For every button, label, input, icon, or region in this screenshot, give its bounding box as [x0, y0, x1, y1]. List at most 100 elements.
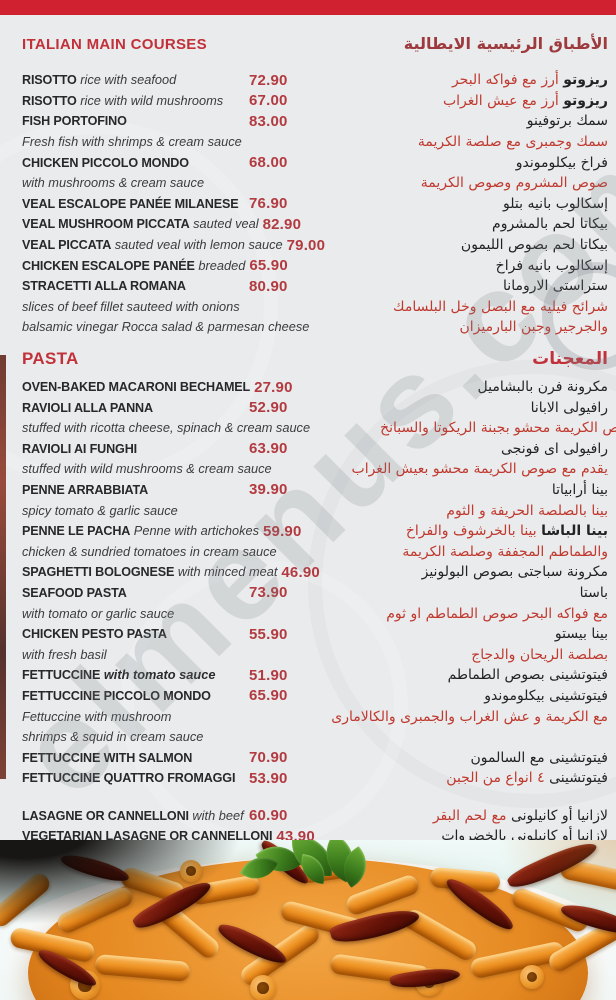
item-name: PENNE ARRABBIATA [22, 482, 149, 497]
item-arabic: والجرجير وجبن البارميزان [379, 319, 608, 335]
item-description: Fettuccine with mushroom [22, 708, 172, 724]
item-english: RISOTTO rice with seafood [22, 71, 249, 89]
item-arabic: يقدم مع صوص الكريمة محشو بعيش الغراب [342, 461, 608, 477]
item-arabic-name: فراخ بيكلوموندو [515, 154, 608, 171]
item-subtitle: with minced meat [174, 564, 278, 580]
item-arabic: فيتوتشينى بصوص الطماطم [315, 667, 608, 683]
item-english: VEGETARIAN LASAGNE OR CANNELLONI [22, 827, 276, 845]
item-arabic: شرائح فيليه مع البصل وخل البلسامك [315, 299, 608, 315]
item-arabic: مكرونة فرن بالبشاميل [320, 379, 608, 395]
item-arabic-red: سمك وجمبرى مع صلصة الكريمة [417, 134, 608, 151]
menu-desc-row: stuffed with wild mushrooms & cream sauc… [22, 459, 608, 480]
item-arabic-name: مكرونة فرن بالبشاميل [477, 379, 608, 396]
menu-desc-row: balsamic vinegar Rocca salad & parmesan … [22, 317, 608, 338]
menu-item-row: FISH PORTOFINO 83.00 سمك برتوفينو [22, 111, 608, 132]
penne-hole [257, 982, 269, 994]
menu-item-row: VEAL MUSHROOM PICCATA sauted veal 82.90 بي… [22, 214, 608, 235]
item-price: 65.90 [249, 687, 288, 705]
item-arabic-red: مع لحم البقر [432, 807, 507, 824]
item-name: PENNE LE PACHA [22, 524, 131, 539]
item-arabic: لازانيا أو كانيلونى مع لحم البقر [315, 808, 608, 824]
item-english: FETTUCCINE WITH SALMON [22, 749, 249, 767]
item-description: stuffed with wild mushrooms & cream sauc… [22, 461, 272, 477]
top-border-bar [0, 0, 616, 15]
item-english: PENNE ARRABBIATA [22, 481, 249, 499]
item-arabic: بيكاتا لحم بصوص الليمون [353, 237, 608, 253]
menu-item-row: CHICKEN PESTO PASTA 55.90 بينا بيستو [22, 624, 608, 645]
item-arabic-red: والطماطم المجففة وصلصة الكريمة [402, 543, 608, 560]
item-price: 68.00 [249, 154, 288, 172]
item-english: CHICKEN ESCALOPE PANÉE breaded [22, 257, 249, 275]
menu-body: ITALIAN MAIN COURSES الأطباق الرئيسية الا… [0, 15, 616, 847]
item-english: LASAGNE OR CANNELLONI with beef [22, 807, 249, 825]
item-description: with tomato or garlic sauce [22, 605, 175, 621]
item-price: 65.90 [249, 257, 288, 275]
item-arabic-name: ستراستى الارومانا [503, 278, 608, 295]
left-edge-artifact [0, 355, 6, 779]
menu-item-row: PENNE ARRABBIATA 39.90 بينا أرابياتا [22, 480, 608, 501]
item-subtitle: rice with wild mushrooms [76, 92, 224, 108]
item-arabic-name: بينا أرابياتا [551, 481, 608, 498]
menu-desc-row: stuffed with ricotta cheese, spinach & c… [22, 418, 616, 439]
item-description: with mushrooms & cream sauce [22, 175, 205, 191]
item-description: balsamic vinegar Rocca salad & parmesan … [22, 319, 310, 335]
item-description: chicken & sundried tomatoes in cream sau… [22, 543, 277, 559]
item-arabic: بينا الباشا بينا بالخرشوف والفراخ [329, 523, 608, 539]
item-name: CHICKEN ESCALOPE PANÉE [22, 258, 195, 273]
item-arabic-red: والجرجير وجبن البارميزان [459, 319, 608, 336]
item-arabic-red: مع الكريمة و عش الغراب والجمبرى والكالام… [331, 708, 608, 725]
item-description: slices of beef fillet sauteed with onion… [22, 298, 240, 314]
item-arabic: فيتوتشينى بيكلوموندو [315, 688, 608, 704]
item-description: Fresh fish with shrimps & cream sauce [22, 134, 242, 150]
section-header: ITALIAN MAIN COURSES الأطباق الرئيسية الا… [22, 34, 608, 58]
item-description: stuffed with ricotta cheese, spinach & c… [22, 420, 311, 436]
item-english: balsamic vinegar Rocca salad & parmesan … [22, 318, 313, 336]
menu-item-row: RAVIOLI AI FUNGHI 63.90 رافيولى اى فونجى [22, 439, 608, 460]
item-arabic-name: إسكالوب بانيه بتلو [503, 195, 608, 212]
penne-hole [526, 971, 538, 983]
item-arabic-name: لازانيا أو كانيلونى [510, 807, 608, 824]
item-arabic: رافيولى اى فونجى [315, 441, 608, 457]
item-name: CHICKEN PESTO PASTA [22, 627, 167, 642]
item-subtitle: sauted veal with lemon sauce [111, 237, 283, 253]
item-arabic-name: فيتوتشينى مع السالمون [470, 749, 608, 766]
item-english: with fresh basil [22, 646, 249, 664]
item-english: with mushrooms & cream sauce [22, 174, 249, 192]
item-arabic-red: بينا بالخرشوف والفراخ [405, 523, 537, 540]
item-arabic: بصلصة الريحان والدجاج [315, 647, 608, 663]
item-arabic-name: بينا الباشا [541, 523, 608, 540]
section-header: PASTA المعجنات [22, 349, 608, 375]
item-arabic-name: فيتوتشينى بيكلوموندو [484, 687, 608, 704]
item-name: OVEN-BAKED MACARONI BECHAMEL [22, 380, 251, 395]
item-arabic: فيتوتشينى مع السالمون [315, 750, 608, 766]
item-name: RAVIOLI AI FUNGHI [22, 441, 137, 456]
item-price: 72.90 [249, 71, 288, 89]
menu-item-row: FETTUCCINE QUATTRO FROMAGGI 53.90 فيتوتشين… [22, 768, 608, 789]
item-arabic-name: رافيولى الابانا [530, 399, 608, 416]
menu-item-row: FETTUCCINE PICCOLO MONDO 65.90 فيتوتشينى ب… [22, 686, 608, 707]
item-english: PENNE LE PACHA Penne with artichokes [22, 522, 263, 540]
item-english: with tomato or garlic sauce [22, 605, 249, 623]
section-title-en: ITALIAN MAIN COURSES [22, 36, 207, 53]
item-price: 80.90 [249, 277, 288, 295]
item-name: FETTUCCINE PICCOLO MONDO [22, 688, 211, 703]
item-arabic: رافيولى الابانا [315, 400, 608, 416]
item-subtitle: with tomato sauce [100, 667, 216, 683]
menu-section-italian-main-courses: ITALIAN MAIN COURSES الأطباق الرئيسية الا… [0, 34, 616, 338]
menu-desc-row: chicken & sundried tomatoes in cream sau… [22, 541, 608, 562]
menu-section-pasta: PASTA المعجنات OVEN-BAKED MACARONI BECHAME… [0, 349, 616, 847]
item-subtitle: sauted veal [189, 216, 259, 232]
item-arabic: يقدم مع صوص الكريمة محشو بجبنة الريكوتا … [380, 420, 616, 436]
item-name: VEAL ESCALOPE PANÉE MILANESE [22, 196, 239, 211]
item-english: Fettuccine with mushroom [22, 708, 249, 726]
section-title-ar: الأطباق الرئيسية الايطالية [403, 34, 608, 53]
item-english: VEAL ESCALOPE PANÉE MILANESE [22, 195, 249, 213]
item-english: slices of beef fillet sauteed with onion… [22, 298, 249, 316]
item-description: spicy tomato & garlic sauce [22, 502, 178, 518]
menu-item-row: FETTUCCINE WITH SALMON 70.90 فيتوتشينى مع … [22, 747, 608, 768]
item-arabic-name: بيكاتا لحم بالمشروم [492, 216, 608, 233]
item-name: VEAL MUSHROOM PICCATA [22, 217, 190, 232]
item-name: FETTUCCINE [22, 668, 101, 683]
item-arabic-name: ريزوتو [563, 72, 608, 89]
menu-item-row: RISOTTO rice with wild mushrooms 67.00 ريز… [22, 91, 608, 112]
